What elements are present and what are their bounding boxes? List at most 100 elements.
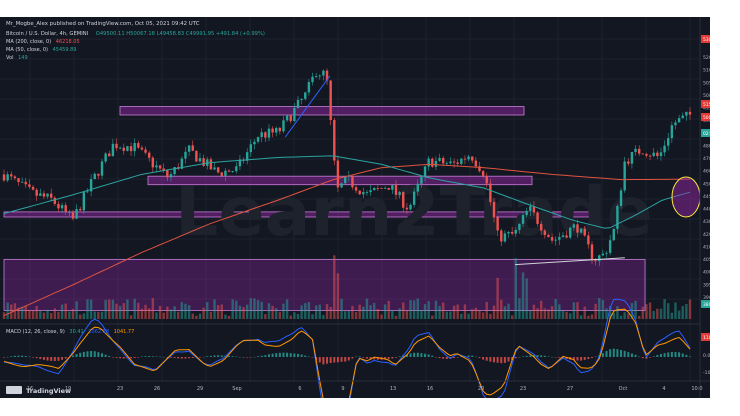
price-tag-label: 53000.00 [703,37,710,43]
candle [380,188,383,189]
zone-2[interactable] [147,175,533,186]
macd-histogram-bar [104,354,107,357]
macd-histogram-bar [659,353,662,357]
zone-1[interactable] [119,106,525,116]
macd-histogram-bar [609,349,612,357]
candle [365,192,369,193]
macd-histogram-bar [220,355,223,357]
macd-histogram-bar [21,355,24,357]
volume-bar [670,312,674,319]
volume-bar [612,312,615,319]
macd-histogram-bar [355,356,358,358]
macd-histogram-bar [649,357,652,358]
volume-bar [376,309,380,319]
volume-bar [525,278,528,319]
candle [387,187,390,190]
volume-bar [333,255,336,319]
candle [300,98,303,100]
volume-bar [144,304,147,319]
candle [561,235,565,238]
volume-bar [663,299,666,319]
price-tag-label: 02:17:02 [703,131,710,137]
volume-bar [35,305,38,319]
volume-bar [75,301,78,319]
macd-histogram-bar [496,357,499,363]
candle [82,192,86,211]
ohlc-values: O49500.11 H50067.18 L49458.83 C49991.95 … [96,31,265,37]
macd-histogram-bar [442,357,445,359]
price-tick-label: 39500.00 [703,282,710,288]
macd-histogram-bar [591,357,593,358]
candle [608,240,612,253]
macd-histogram-bar [398,356,401,357]
candle [79,208,82,211]
volume-bar [656,308,659,319]
macd-histogram-bar [57,357,60,361]
macd-histogram-bar [115,357,118,358]
volume-bar [460,313,463,319]
zone-3[interactable] [3,211,601,218]
macd-histogram-bar [478,357,481,358]
tradingview-logo[interactable]: TradingView [6,386,71,395]
volume-bar [503,306,507,319]
volume-bar [423,304,427,319]
vol-value: 149 [18,55,28,61]
volume-bar [373,302,376,319]
volume-bar [289,315,292,319]
macd-histogram-bar [514,357,517,359]
volume-bar [122,303,125,319]
macd-histogram-bar [663,353,666,357]
macd-histogram-bar [271,353,274,357]
macd-histogram-bar [97,352,100,357]
candle [416,183,419,192]
support-line[interactable] [515,257,625,266]
trendline[interactable] [284,75,331,138]
volume-bar [500,299,503,319]
candle [2,174,6,181]
volume-bar [478,310,481,319]
macd-histogram-bar [307,356,310,358]
candle [187,145,191,152]
candle [296,99,300,108]
candle [681,115,684,119]
volume-bars [2,255,692,319]
candle [391,185,394,190]
macd-histogram-bar [500,357,503,364]
candle [10,174,13,177]
volume-bar [398,308,401,319]
symbol-line: Bitcoin / U.S. Dollar, 4h, GEMINI [6,31,89,37]
macd-histogram-bar [17,355,20,357]
time-tick-label: 4 [662,386,665,392]
chart-frame: Learn2Trade 52000.00 51000.00 50500.00 5000… [0,17,710,398]
candle [637,148,641,154]
candle [231,171,234,172]
volume-bar [227,315,231,319]
candle [311,76,314,83]
volume-bar [598,298,601,319]
candle [354,187,358,191]
price-tick-label: 43000.00 [703,219,710,225]
candle [518,223,521,230]
volume-bar [627,313,630,319]
macd-histogram-bar [180,357,183,359]
candle [282,120,285,132]
volume-bar [652,311,655,319]
candle [329,80,332,120]
volume-bar [129,315,133,319]
volume-bar [285,299,289,319]
svg-text:MA (200, close, 0) 462: MA (200, close, 0) 46218.05 [6,39,80,45]
highlight-ellipse[interactable] [671,176,701,218]
volume-bar [601,299,605,319]
candle [275,127,278,133]
candle [572,224,576,228]
zone-4[interactable] [3,259,646,311]
candle [216,167,220,173]
time-tick-label: 26 [154,386,160,392]
candle [550,237,554,241]
candle [405,207,409,210]
macd-histogram-bar [522,356,525,357]
time-tick-label: 10:0 [691,386,702,392]
price-tick-label: 42000.00 [703,232,710,238]
svg-text:MA (50, close, 0) 4545: MA (50, close, 0) 45459.89 [6,47,76,53]
volume-bar [42,312,46,319]
